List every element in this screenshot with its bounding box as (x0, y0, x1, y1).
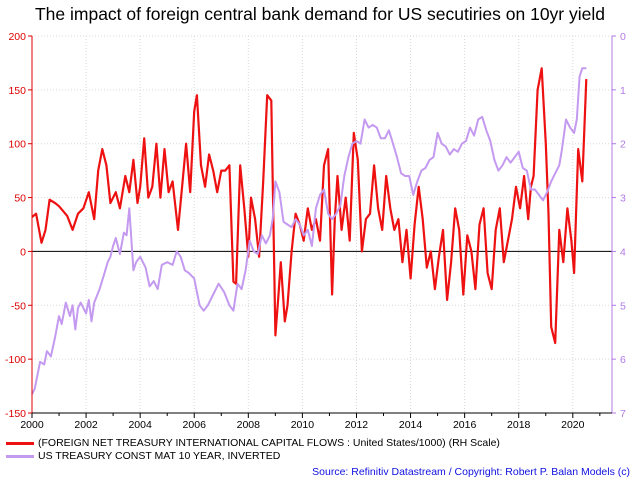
right-tick-label-0: 0 (620, 31, 626, 43)
left-tick-label--150: -150 (5, 408, 26, 420)
right-tick-label-2: 2 (620, 139, 626, 151)
left-tick-label-50: 50 (14, 193, 26, 205)
series-line-flows (31, 67, 588, 345)
left-tick-label--50: -50 (11, 300, 26, 312)
source-credit: Source: Refinitiv Datastream / Copyright… (312, 466, 630, 478)
right-tick-label-7: 7 (620, 408, 626, 420)
x-tick-label-2020: 2020 (561, 419, 585, 431)
axes (28, 35, 616, 418)
legend-swatch-yield (6, 454, 34, 458)
x-tick-label-2010: 2010 (291, 419, 315, 431)
right-tick-label-3: 3 (620, 193, 626, 205)
grid (31, 35, 612, 414)
left-tick-label-0: 0 (20, 246, 26, 258)
left-tick-label-150: 150 (8, 85, 26, 97)
x-tick-label-2008: 2008 (237, 419, 261, 431)
x-tick-label-2018: 2018 (507, 419, 531, 431)
x-tick-label-2014: 2014 (399, 419, 423, 431)
chart-title: The impact of foreign central bank deman… (34, 4, 605, 24)
x-tick-label-2000: 2000 (20, 419, 44, 431)
x-tick-label-2016: 2016 (453, 419, 477, 431)
legend-item-flows: (FOREIGN NET TREASURY INTERNATIONAL CAPI… (6, 437, 500, 449)
right-tick-label-6: 6 (620, 354, 626, 366)
legend-swatch-flows (6, 441, 34, 445)
legend-label-flows: (FOREIGN NET TREASURY INTERNATIONAL CAPI… (38, 437, 500, 449)
series-line-yield (31, 67, 587, 395)
x-tick-label-2006: 2006 (183, 419, 207, 431)
x-tick-label-2004: 2004 (128, 419, 152, 431)
x-tick-label-2002: 2002 (74, 419, 98, 431)
right-tick-label-4: 4 (620, 246, 626, 258)
series-layer (31, 67, 588, 395)
left-tick-label-100: 100 (8, 139, 26, 151)
x-tick-label-2012: 2012 (345, 419, 369, 431)
right-tick-label-5: 5 (620, 300, 626, 312)
tick-labels: 200 150 100 50 0 -50 -100 -150 0 1 2 3 4 5 6 7 2000 2002 2… (5, 31, 626, 431)
right-tick-label-1: 1 (620, 85, 626, 97)
left-tick-label-200: 200 (8, 31, 26, 43)
legend-item-yield: US TREASURY CONST MAT 10 YEAR, INVERTED (6, 450, 280, 462)
legend-label-yield: US TREASURY CONST MAT 10 YEAR, INVERTED (38, 450, 281, 462)
left-tick-label--100: -100 (5, 354, 26, 366)
